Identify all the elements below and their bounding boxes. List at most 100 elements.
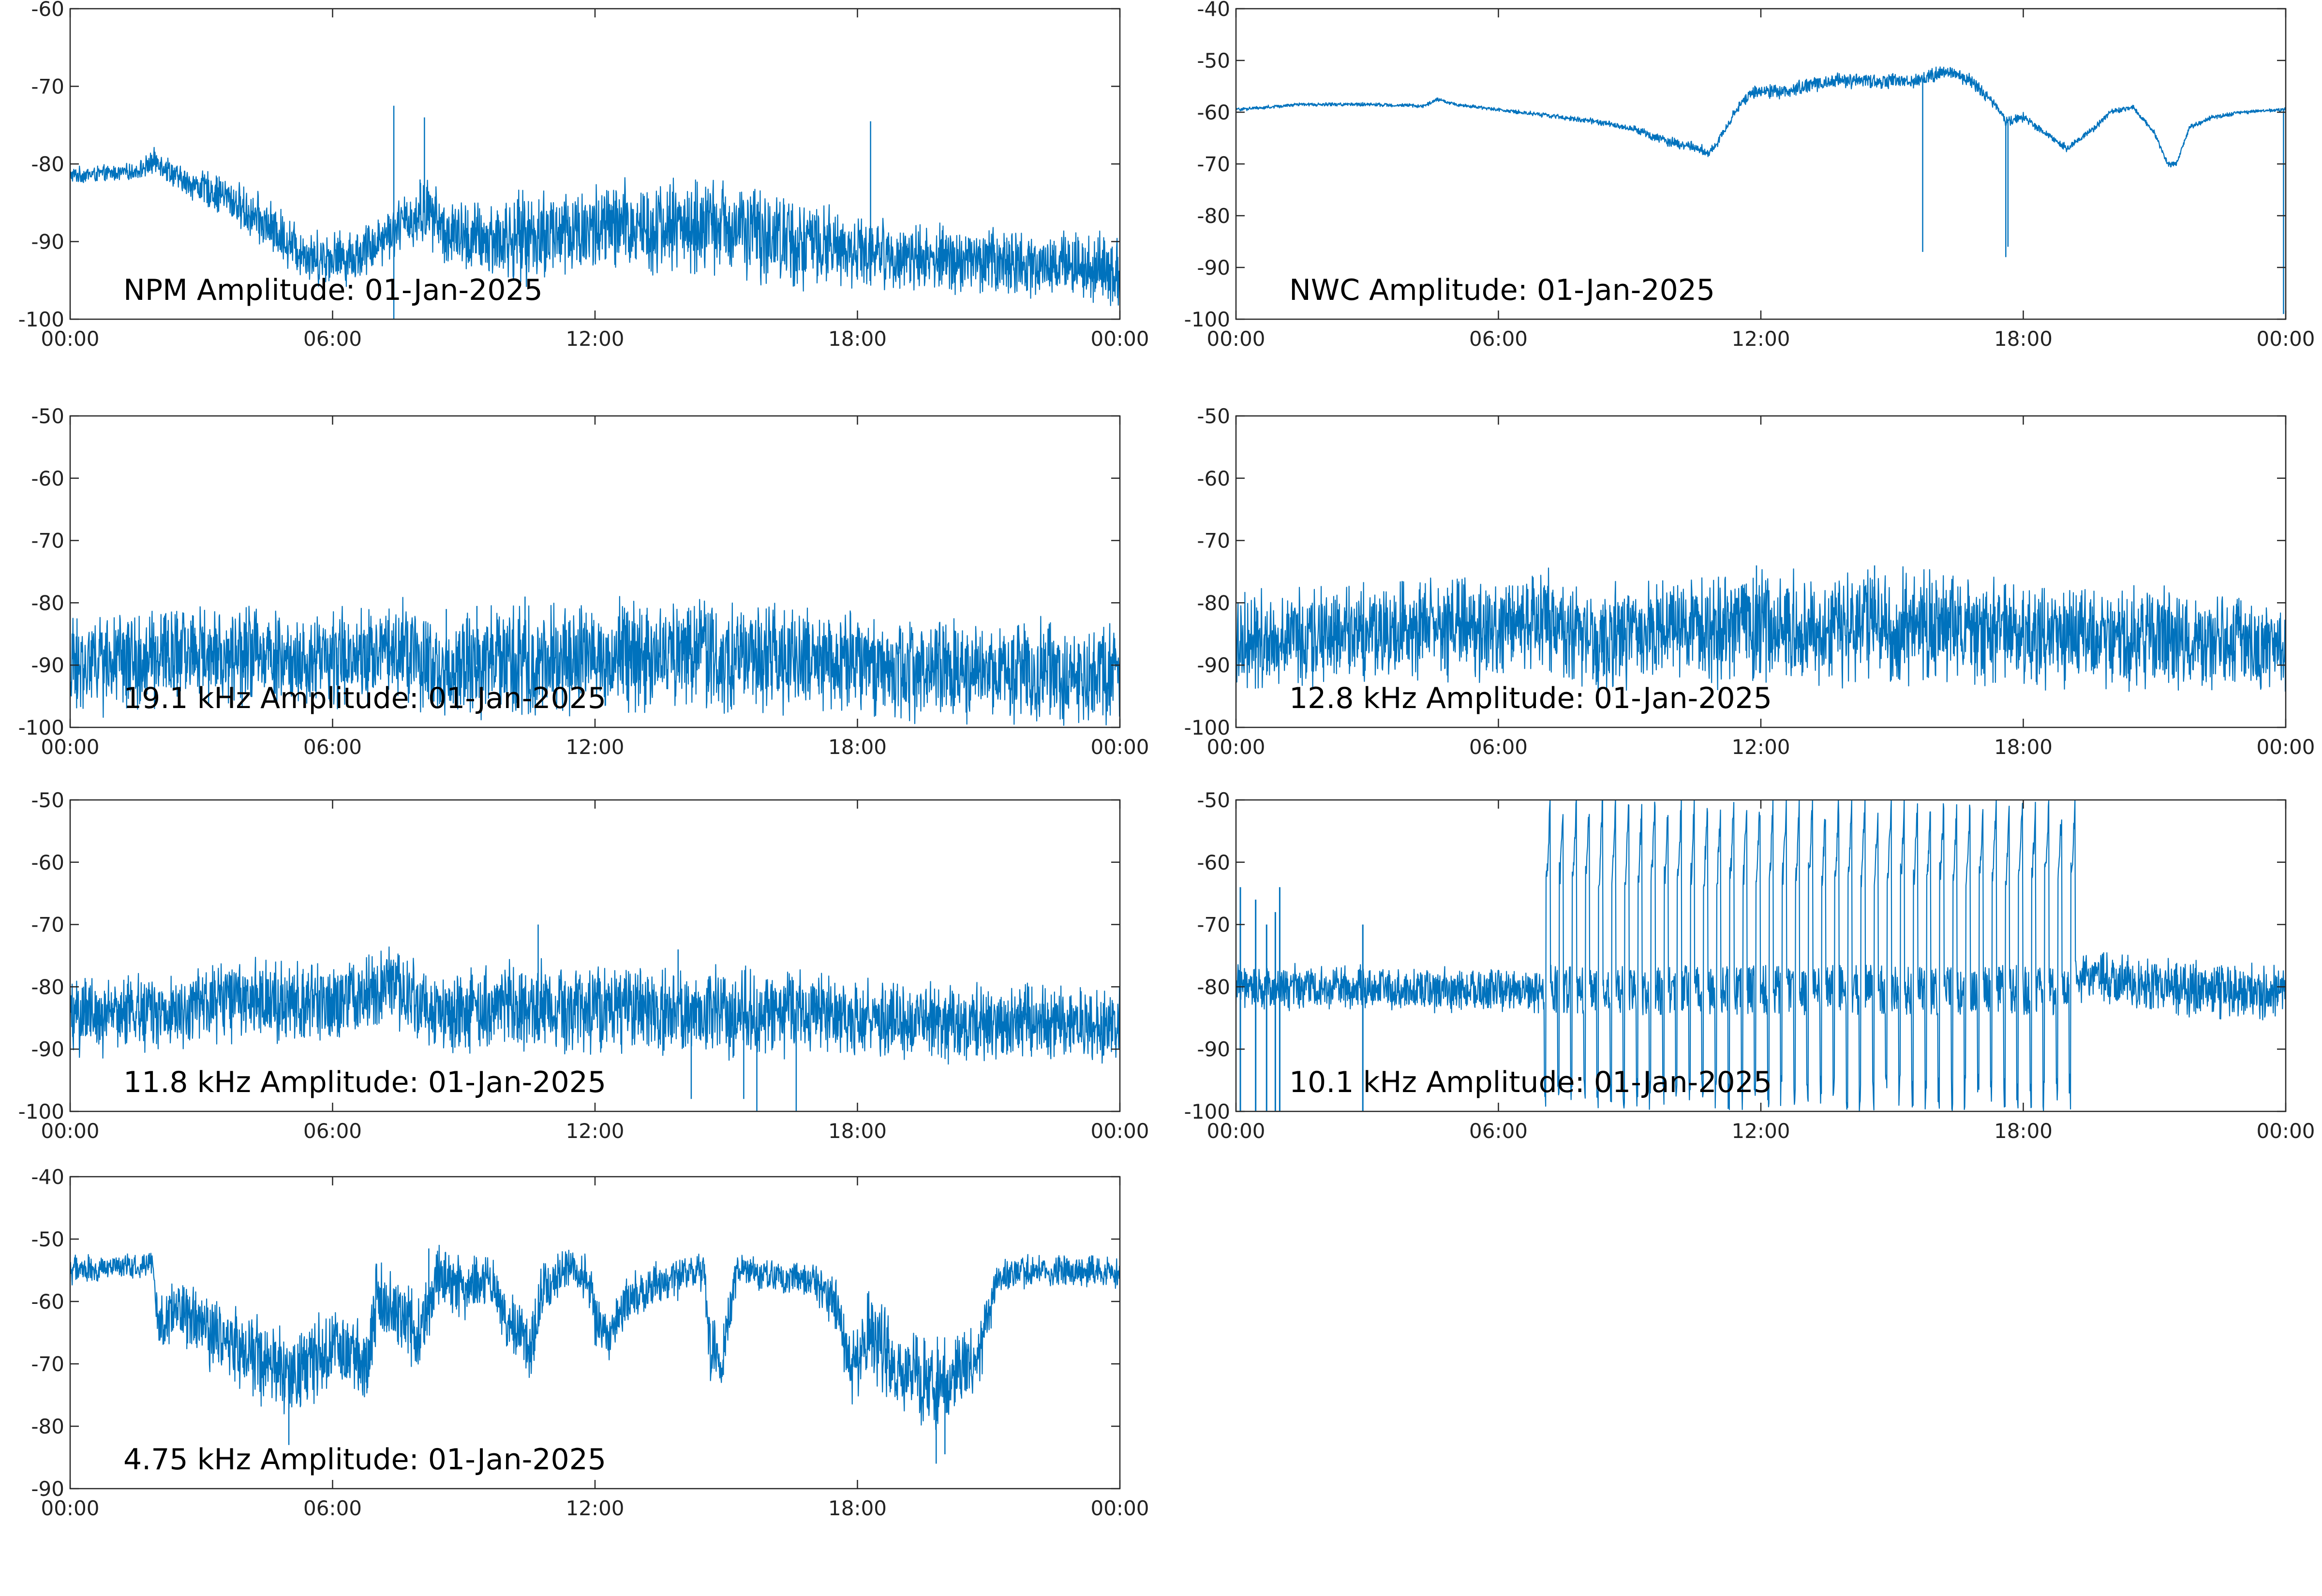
trace-group (70, 924, 1120, 1111)
chart-title: NPM Amplitude: 01-Jan-2025 (123, 273, 543, 307)
x-tick-label: 00:00 (1206, 327, 1265, 351)
y-tick-label: -40 (31, 1165, 64, 1189)
y-tick-label: -90 (31, 230, 64, 254)
x-tick-label: 18:00 (828, 327, 887, 351)
y-tick-label: -100 (1184, 716, 1230, 739)
y-tick-label: -60 (31, 0, 64, 21)
x-tick-label: 00:00 (1206, 735, 1265, 759)
x-tick-label: 06:00 (1469, 327, 1528, 351)
x-tick-label: 18:00 (828, 1496, 887, 1520)
x-tick-label: 18:00 (1994, 1119, 2053, 1143)
y-tick-label: -80 (1197, 975, 1230, 999)
chart-title: 11.8 kHz Amplitude: 01-Jan-2025 (123, 1065, 606, 1099)
trace-group (70, 596, 1120, 726)
y-tick-label: -70 (31, 75, 64, 99)
x-tick-label: 18:00 (828, 735, 887, 759)
x-tick-label: 12:00 (566, 327, 624, 351)
x-tick-label: 12:00 (1731, 327, 1790, 351)
y-tick-label: -80 (31, 1415, 64, 1438)
y-tick-label: -50 (1197, 788, 1230, 812)
y-tick-label: -50 (1197, 404, 1230, 428)
y-tick-label: -60 (31, 851, 64, 874)
y-tick-label: -100 (1184, 1100, 1230, 1123)
y-tick-label: -80 (31, 152, 64, 176)
x-tick-label: 00:00 (2256, 1119, 2315, 1143)
y-tick-label: -50 (1197, 49, 1230, 73)
y-tick-label: -100 (18, 1100, 64, 1123)
y-tick-label: -80 (1197, 204, 1230, 228)
x-tick-label: 00:00 (2256, 735, 2315, 759)
x-tick-label: 00:00 (1090, 1496, 1149, 1520)
trace-group (70, 105, 1120, 319)
y-tick-label: -60 (31, 1290, 64, 1314)
x-tick-label: 00:00 (41, 735, 99, 759)
y-tick-label: -60 (31, 467, 64, 490)
y-tick-label: -70 (31, 913, 64, 937)
series-line (70, 1244, 1120, 1430)
y-tick-label: -100 (18, 308, 64, 331)
y-tick-label: -50 (31, 1227, 64, 1251)
y-tick-label: -90 (31, 1037, 64, 1061)
y-tick-label: -100 (1184, 308, 1230, 331)
x-tick-label: 00:00 (41, 1496, 99, 1520)
y-tick-label: -70 (31, 529, 64, 553)
x-tick-label: 06:00 (303, 327, 362, 351)
y-tick-label: -90 (1197, 653, 1230, 677)
y-tick-label: -70 (1197, 152, 1230, 176)
series-line (1236, 566, 2286, 696)
chart-title: 12.8 kHz Amplitude: 01-Jan-2025 (1289, 681, 1772, 715)
x-tick-label: 00:00 (41, 1119, 99, 1143)
x-tick-label: 00:00 (41, 327, 99, 351)
y-tick-label: -50 (31, 404, 64, 428)
trace-group (70, 1244, 1120, 1464)
y-tick-label: -80 (31, 591, 64, 615)
y-tick-label: -100 (18, 716, 64, 739)
y-tick-label: -60 (1197, 101, 1230, 124)
chart-title: 4.75 kHz Amplitude: 01-Jan-2025 (123, 1443, 606, 1477)
chart-title: NWC Amplitude: 01-Jan-2025 (1289, 273, 1715, 307)
chart-title: 10.1 kHz Amplitude: 01-Jan-2025 (1289, 1065, 1772, 1099)
x-tick-label: 00:00 (1090, 735, 1149, 759)
x-tick-label: 12:00 (566, 1496, 624, 1520)
x-tick-label: 12:00 (566, 1119, 624, 1143)
y-tick-label: -70 (31, 1352, 64, 1376)
y-tick-label: -70 (1197, 913, 1230, 937)
trace-group (1236, 66, 2286, 314)
x-tick-label: 06:00 (303, 1119, 362, 1143)
chart-title: 19.1 kHz Amplitude: 01-Jan-2025 (123, 681, 606, 715)
series-line (70, 596, 1120, 726)
x-tick-label: 00:00 (2256, 327, 2315, 351)
series-line (70, 147, 1120, 306)
y-tick-label: -80 (31, 975, 64, 999)
y-tick-label: -90 (31, 1477, 64, 1501)
x-tick-label: 12:00 (1731, 735, 1790, 759)
x-tick-label: 18:00 (1994, 735, 2053, 759)
y-tick-label: -40 (1197, 0, 1230, 21)
x-tick-label: 12:00 (1731, 1119, 1790, 1143)
x-tick-label: 18:00 (1994, 327, 2053, 351)
series-line (70, 946, 1120, 1065)
x-tick-label: 06:00 (303, 735, 362, 759)
y-tick-label: -70 (1197, 529, 1230, 553)
series-line (1236, 66, 2286, 168)
x-tick-label: 00:00 (1090, 327, 1149, 351)
y-tick-label: -60 (1197, 467, 1230, 490)
y-tick-label: -90 (1197, 256, 1230, 280)
y-tick-label: -50 (31, 788, 64, 812)
x-tick-label: 18:00 (828, 1119, 887, 1143)
x-tick-label: 06:00 (1469, 1119, 1528, 1143)
y-tick-label: -90 (1197, 1037, 1230, 1061)
series-line (1236, 800, 2286, 1111)
y-tick-label: -80 (1197, 591, 1230, 615)
trace-group (1236, 565, 2286, 696)
x-tick-label: 06:00 (1469, 735, 1528, 759)
